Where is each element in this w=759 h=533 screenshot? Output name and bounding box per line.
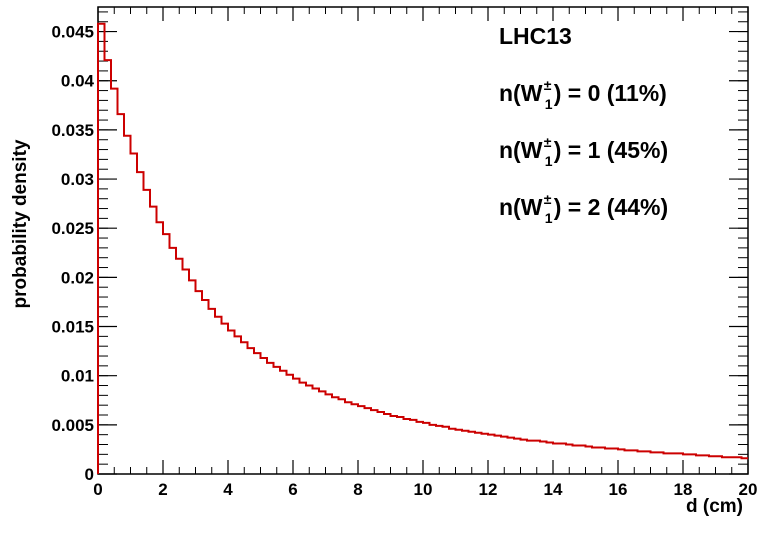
y-tick-label: 0.01 bbox=[61, 367, 94, 386]
x-tick-label: 14 bbox=[544, 480, 563, 499]
y-tick-label: 0.03 bbox=[61, 170, 94, 189]
x-tick-label: 20 bbox=[739, 480, 758, 499]
x-tick-label: 8 bbox=[353, 480, 362, 499]
annotation-text: n(W bbox=[499, 80, 543, 106]
x-tick-label: 2 bbox=[158, 480, 167, 499]
annotation-line: LHC13 bbox=[499, 23, 572, 49]
annotation-superscript: ± bbox=[544, 191, 552, 207]
x-tick-label: 12 bbox=[479, 480, 498, 499]
annotation-subscript: 1 bbox=[545, 210, 553, 226]
y-tick-label: 0.015 bbox=[51, 318, 94, 337]
y-tick-label: 0.04 bbox=[61, 72, 95, 91]
y-axis-ticks: 0 0.005 0.01 0.015 0.02 0.025 0.03 0.035 0.04 0.0… bbox=[51, 11, 748, 484]
annotation-line: n(W bbox=[499, 194, 543, 220]
annotation-text-tail: ) = 0 (11%) bbox=[554, 80, 667, 106]
annotation-text-tail: ) = 1 (45%) bbox=[554, 137, 668, 163]
x-tick-label: 16 bbox=[609, 480, 628, 499]
plot-frame bbox=[97, 6, 749, 475]
x-tick-label: 0 bbox=[93, 480, 102, 499]
annotation-line: n(W bbox=[499, 80, 543, 106]
x-axis-title: d (cm) bbox=[686, 496, 743, 517]
y-tick-label: 0 bbox=[85, 465, 94, 484]
y-axis-title: probability density bbox=[10, 139, 31, 308]
x-tick-label: 10 bbox=[414, 480, 433, 499]
x-tick-label: 18 bbox=[674, 480, 693, 499]
y-tick-label: 0.005 bbox=[51, 416, 94, 435]
annotation-superscript: ± bbox=[544, 77, 552, 93]
annotation-text-tail: ) = 2 (44%) bbox=[554, 194, 668, 220]
x-axis-ticks: 0 2 4 6 8 10 12 14 16 18 20 bbox=[93, 7, 757, 499]
annotation-subscript: 1 bbox=[545, 96, 553, 112]
x-tick-label: 6 bbox=[288, 480, 297, 499]
annotation-superscript: ± bbox=[544, 134, 552, 150]
annotation-subscript: 1 bbox=[545, 153, 553, 169]
annotation-text: LHC13 bbox=[499, 23, 572, 49]
y-tick-label: 0.035 bbox=[51, 121, 94, 140]
y-tick-label: 0.045 bbox=[51, 23, 94, 42]
annotation-line: n(W bbox=[499, 137, 543, 163]
annotation-text: n(W bbox=[499, 194, 543, 220]
x-tick-label: 4 bbox=[223, 480, 233, 499]
histogram-series-line bbox=[97, 22, 748, 474]
y-tick-label: 0.025 bbox=[51, 219, 94, 238]
y-tick-label: 0.02 bbox=[61, 268, 94, 287]
annotation-text: n(W bbox=[499, 137, 543, 163]
